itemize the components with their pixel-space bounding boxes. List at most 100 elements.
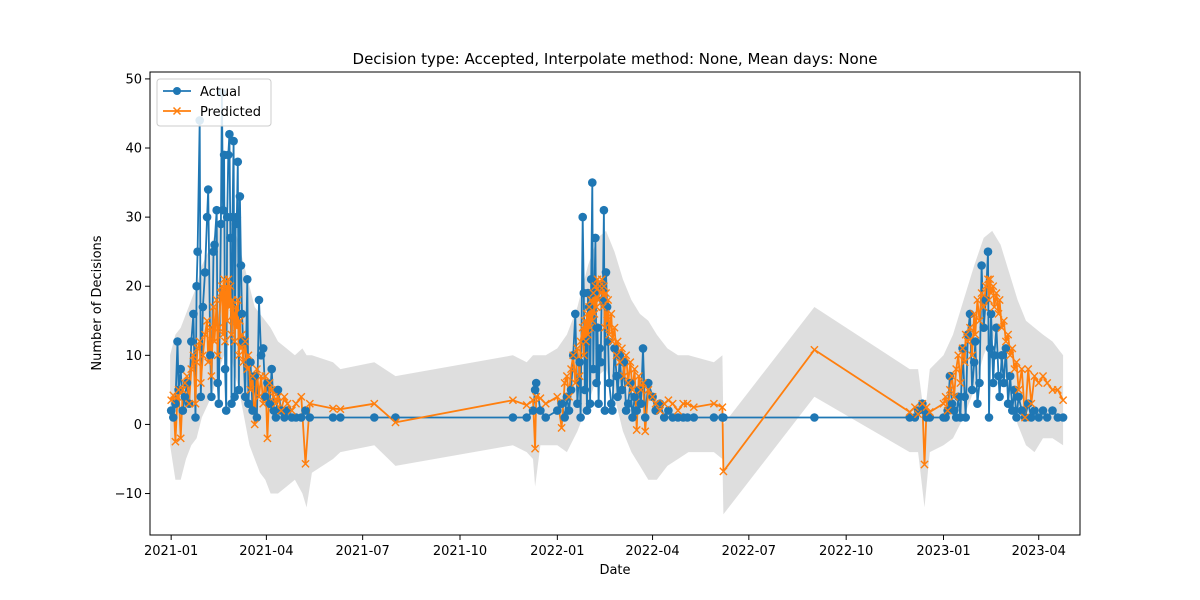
data-point-actual: [301, 406, 310, 415]
x-tick-label: 2021-04: [239, 544, 293, 559]
data-point-actual: [719, 413, 728, 422]
data-point-actual: [590, 288, 599, 298]
data-point-predicted: [189, 351, 198, 360]
data-point-predicted: [581, 337, 590, 346]
data-point-actual: [961, 413, 970, 422]
data-point-predicted: [200, 330, 210, 339]
data-point-predicted: [214, 323, 223, 332]
data-point-actual: [963, 330, 973, 339]
data-point-predicted: [979, 302, 988, 312]
data-point-predicted: [950, 392, 959, 401]
data-point-predicted: [207, 372, 216, 381]
data-point-actual: [983, 247, 993, 256]
data-point-predicted: [1017, 365, 1026, 374]
data-point-actual: [198, 302, 208, 312]
data-point-predicted: [989, 282, 998, 291]
data-point-predicted: [630, 365, 639, 374]
data-point-actual: [591, 233, 600, 243]
data-point-predicted: [624, 378, 633, 388]
data-point-actual: [210, 240, 219, 250]
data-point-actual: [203, 185, 213, 194]
data-point-predicted: [213, 351, 222, 360]
data-point-predicted: [610, 323, 619, 332]
data-point-predicted: [244, 351, 253, 360]
data-point-predicted: [588, 316, 597, 325]
data-point-predicted: [176, 434, 185, 443]
data-point-actual: [254, 295, 264, 305]
data-point-actual: [216, 219, 226, 229]
data-point-predicted: [196, 378, 205, 388]
data-point-predicted: [925, 407, 934, 417]
legend-actual-label: Actual: [200, 85, 241, 100]
data-point-actual: [967, 385, 977, 395]
data-point-actual: [214, 399, 224, 409]
x-tick-label: 2022-10: [819, 544, 873, 559]
data-point-actual: [230, 392, 239, 402]
data-point-predicted: [1008, 344, 1017, 353]
data-point-actual: [258, 344, 268, 353]
data-point-predicted: [167, 396, 176, 405]
data-point-actual: [610, 344, 619, 353]
data-point-actual: [973, 399, 982, 409]
data-point-predicted: [265, 378, 274, 388]
data-point-actual: [530, 385, 540, 395]
data-point-predicted: [277, 406, 286, 415]
y-axis-ticks: −10 0 10 20 30 40 50: [115, 72, 150, 502]
data-point-actual: [623, 399, 633, 409]
data-point-predicted: [960, 358, 969, 367]
data-point-predicted: [218, 330, 228, 339]
data-point-predicted: [328, 404, 338, 413]
data-point-predicted: [983, 275, 993, 284]
data-point-predicted: [709, 399, 718, 408]
data-point-actual: [992, 323, 1001, 333]
data-point-predicted: [947, 372, 957, 381]
data-point-predicted: [585, 302, 594, 312]
data-point-predicted: [612, 351, 621, 360]
data-point-actual: [640, 413, 650, 422]
data-point-actual: [1048, 406, 1057, 415]
data-point-actual: [189, 309, 198, 319]
data-point-predicted: [995, 295, 1004, 305]
y-tick-label: 40: [125, 142, 142, 157]
data-point-actual: [571, 309, 580, 319]
data-point-actual: [1038, 406, 1048, 415]
x-tick-label: 2022-04: [625, 544, 679, 559]
data-point-predicted: [267, 385, 276, 394]
data-point-predicted: [977, 289, 986, 298]
data-point-predicted: [203, 316, 212, 325]
data-point-actual: [588, 178, 597, 187]
data-point-predicted: [963, 337, 972, 346]
data-point-actual: [612, 371, 621, 381]
data-point-predicted: [914, 410, 923, 419]
data-point-actual: [213, 378, 222, 388]
data-point-actual: [603, 337, 613, 346]
data-point-predicted: [971, 330, 980, 339]
x-tick-label: 2023-04: [1012, 544, 1066, 559]
data-point-predicted: [986, 275, 995, 284]
data-point-predicted: [226, 282, 235, 291]
data-point-predicted: [718, 403, 727, 412]
x-axis-ticks: 2021-01 2021-04 2021-07 2021-10 2022-01 2022-…: [144, 535, 1066, 559]
data-point-predicted: [575, 372, 584, 381]
data-point-predicted: [941, 392, 950, 401]
data-point-predicted: [922, 403, 931, 412]
data-point-actual: [981, 295, 991, 305]
data-point-predicted: [615, 358, 624, 367]
y-tick-label: −10: [115, 487, 142, 502]
data-point-predicted: [193, 344, 202, 353]
data-point-predicted: [1010, 365, 1019, 374]
data-point-predicted: [655, 406, 665, 415]
data-point-predicted: [239, 358, 248, 367]
data-point-predicted: [232, 323, 241, 332]
data-point-predicted: [231, 302, 240, 312]
x-tick-label: 2021-10: [433, 544, 487, 559]
data-point-predicted: [573, 344, 582, 353]
data-point-actual: [601, 268, 611, 277]
data-point-actual: [528, 406, 538, 415]
data-point-actual: [644, 378, 653, 388]
data-point-predicted: [182, 372, 192, 381]
y-tick-label: 0: [134, 418, 142, 433]
data-point-actual: [621, 406, 631, 415]
data-point-actual: [975, 378, 984, 388]
data-point-predicted: [206, 323, 215, 332]
